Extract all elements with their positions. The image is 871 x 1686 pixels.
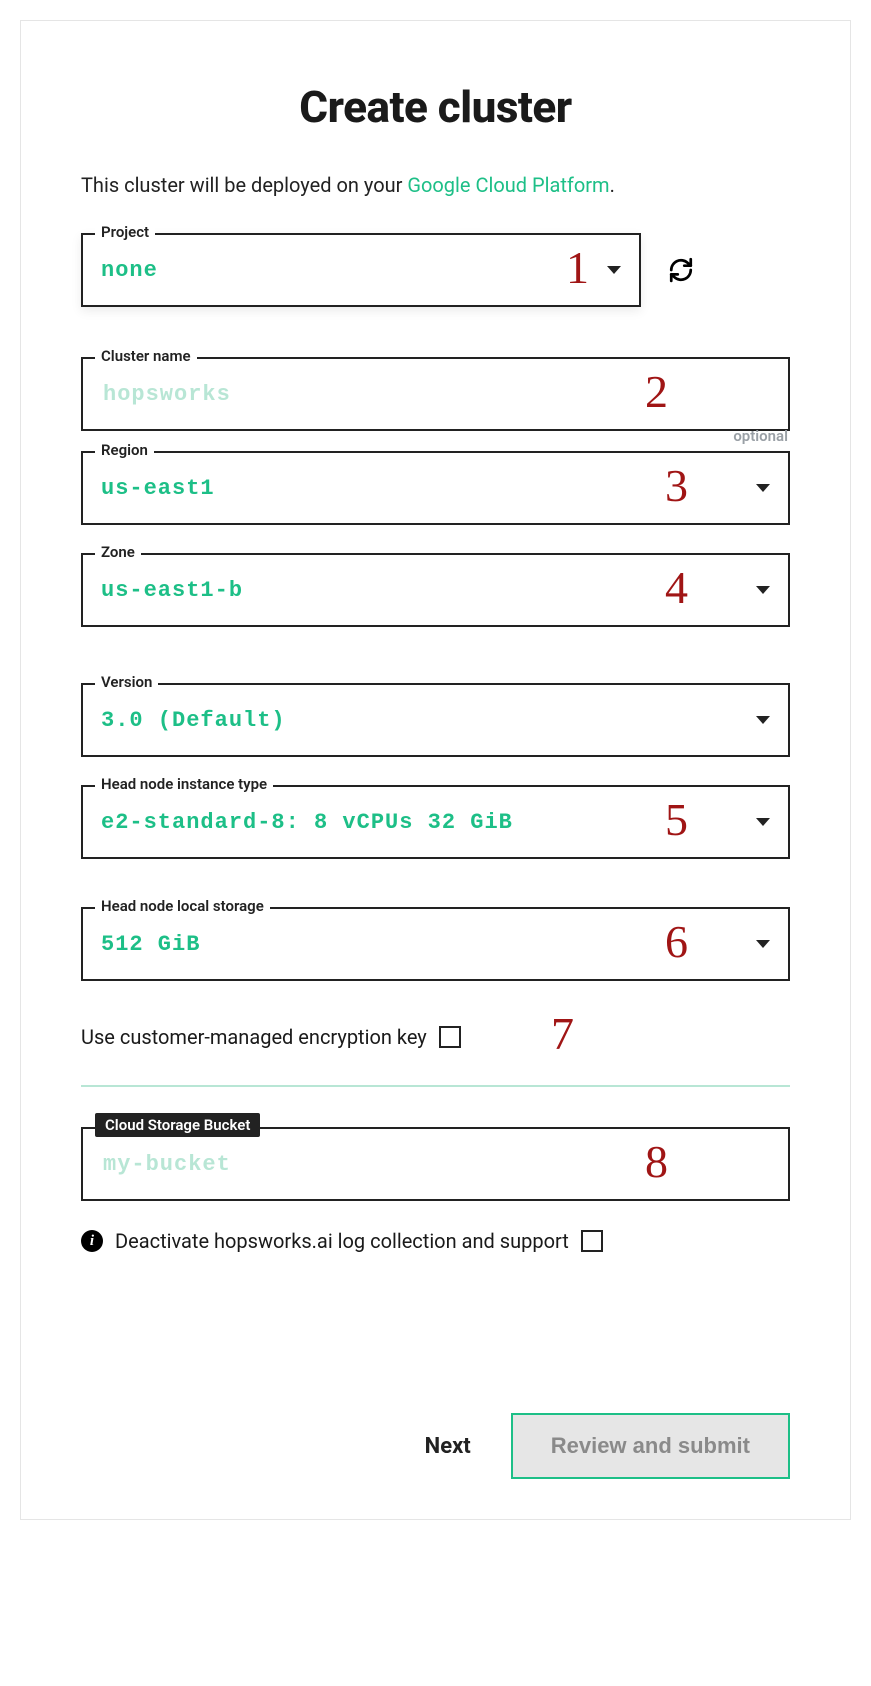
deactivate-logs-checkbox[interactable] (581, 1230, 603, 1252)
region-select[interactable]: us-east1 3 (81, 451, 790, 525)
local-storage-select[interactable]: 512 GiB 6 (81, 907, 790, 981)
deactivate-logs-row: i Deactivate hopsworks.ai log collection… (81, 1229, 790, 1253)
next-button[interactable]: Next (425, 1434, 471, 1459)
zone-value: us-east1-b (101, 578, 746, 603)
chevron-down-icon (756, 818, 770, 826)
annotation-7: 7 (551, 1007, 574, 1060)
project-value: none (101, 258, 597, 283)
project-select[interactable]: none 1 (81, 233, 641, 307)
refresh-icon (668, 257, 694, 283)
review-submit-button[interactable]: Review and submit (511, 1413, 790, 1479)
page-title: Create cluster (81, 81, 790, 133)
zone-select[interactable]: us-east1-b 4 (81, 553, 790, 627)
bucket-field[interactable]: 8 (81, 1127, 790, 1201)
bucket-label: Cloud Storage Bucket (95, 1113, 260, 1137)
refresh-button[interactable] (661, 250, 701, 290)
version-select[interactable]: 3.0 (Default) (81, 683, 790, 757)
section-divider (81, 1085, 790, 1087)
instance-type-select[interactable]: e2-standard-8: 8 vCPUs 32 GiB 5 (81, 785, 790, 859)
cmek-row: Use customer-managed encryption key 7 (81, 1025, 790, 1049)
region-value: us-east1 (101, 476, 746, 501)
deactivate-logs-label: Deactivate hopsworks.ai log collection a… (115, 1229, 569, 1253)
chevron-down-icon (756, 586, 770, 594)
chevron-down-icon (756, 484, 770, 492)
bucket-input[interactable] (101, 1151, 770, 1178)
cmek-label: Use customer-managed encryption key (81, 1025, 427, 1049)
subtitle-prefix: This cluster will be deployed on your (81, 173, 407, 197)
chevron-down-icon (756, 716, 770, 724)
cmek-checkbox[interactable] (439, 1026, 461, 1048)
optional-tag: optional (733, 427, 788, 445)
cluster-name-field[interactable]: 2 (81, 357, 790, 431)
instance-type-label: Head node instance type (95, 775, 273, 793)
instance-type-value: e2-standard-8: 8 vCPUs 32 GiB (101, 810, 746, 835)
chevron-down-icon (756, 940, 770, 948)
cluster-name-label: Cluster name (95, 347, 197, 365)
create-cluster-card: Create cluster This cluster will be depl… (20, 20, 851, 1520)
version-value: 3.0 (Default) (101, 708, 746, 733)
chevron-down-icon (607, 266, 621, 274)
subtitle: This cluster will be deployed on your Go… (81, 173, 790, 197)
region-label: Region (95, 441, 154, 459)
gcp-link[interactable]: Google Cloud Platform (407, 173, 609, 197)
version-label: Version (95, 673, 158, 691)
local-storage-value: 512 GiB (101, 932, 746, 957)
footer-actions: Next Review and submit (425, 1413, 790, 1479)
cluster-name-input[interactable] (101, 381, 770, 408)
info-icon[interactable]: i (81, 1230, 103, 1252)
project-label: Project (95, 223, 155, 241)
local-storage-label: Head node local storage (95, 897, 270, 915)
subtitle-suffix: . (610, 173, 615, 197)
zone-label: Zone (95, 543, 141, 561)
